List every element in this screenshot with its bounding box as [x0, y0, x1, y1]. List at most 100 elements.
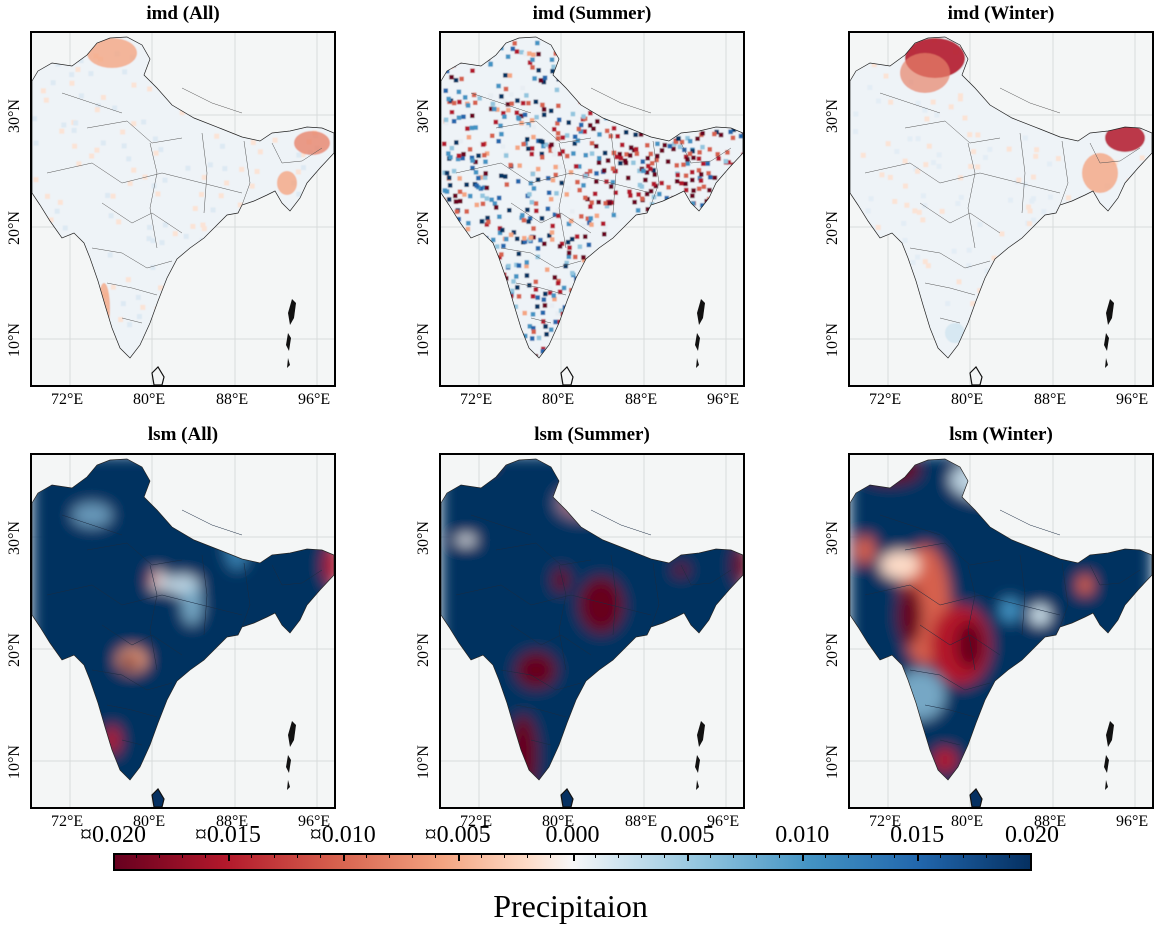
colorbar-minor-tick [526, 853, 528, 858]
map-panel-imd-winter [848, 31, 1154, 387]
lon-tick-label: 72°E [460, 391, 493, 408]
state-boundary [530, 739, 552, 746]
lat-tick-label: 10°N [415, 323, 432, 357]
lon-tick-label: 96°E [1116, 391, 1149, 408]
colorbar-minor-tick [963, 853, 965, 858]
colorbar-minor-tick [733, 853, 735, 858]
island [695, 333, 700, 351]
lon-tick-label: 96°E [298, 391, 331, 408]
state-boundary [510, 624, 592, 656]
state-boundary [939, 739, 961, 746]
state-boundary [610, 554, 617, 636]
state-boundary [1059, 562, 1069, 628]
state-boundary [999, 509, 1061, 536]
state-boundary [967, 142, 976, 249]
state-boundary [558, 142, 567, 249]
island [287, 780, 290, 790]
state-boundary [1019, 554, 1026, 636]
colorbar-minor-tick [848, 853, 850, 858]
colorbar-minor-tick [779, 853, 781, 858]
precip-field [441, 37, 743, 358]
lat-tick-label: 10°N [6, 745, 23, 779]
sri-lanka [560, 788, 574, 807]
state-boundary [271, 142, 323, 164]
colorbar-minor-tick [250, 853, 252, 858]
lat-tick-label: 20°N [415, 211, 432, 245]
state-boundary [101, 624, 183, 656]
precip-field [850, 37, 1152, 358]
colorbar-minor-tick [135, 853, 137, 858]
colorbar-tick-label: ¤0.005 [424, 822, 491, 848]
lon-tick-label: 88°E [1034, 813, 1067, 830]
colorbar-minor-tick [756, 853, 758, 858]
colorbar-tick-label: ¤0.020 [80, 822, 146, 848]
sri-lanka [151, 366, 165, 385]
lat-tick-label: 20°N [824, 633, 841, 667]
colorbar-minor-tick [871, 853, 873, 858]
lat-tick-label: 20°N [824, 211, 841, 245]
state-boundary [515, 704, 567, 718]
map-panel-imd-all [30, 31, 336, 387]
colorbar-minor-tick [940, 853, 942, 858]
island [696, 780, 699, 790]
state-boundary [121, 317, 143, 324]
state-boundary [181, 87, 243, 114]
state-boundary [455, 584, 652, 616]
colorbar-major-tick [572, 853, 575, 861]
map-svg [441, 33, 743, 385]
map-svg [850, 455, 1152, 807]
panel-title-imd-summer: imd (Summer) [532, 3, 652, 24]
colorbar-tick-label: 0.005 [660, 822, 715, 848]
state-boundary [61, 92, 123, 114]
state-boundary [909, 247, 991, 269]
state-boundary [610, 132, 617, 214]
map-panel-imd-summer [439, 31, 745, 387]
state-boundary [201, 132, 208, 214]
lon-tick-label: 80°E [951, 813, 984, 830]
lat-tick-label: 20°N [6, 633, 23, 667]
state-boundary [241, 562, 251, 628]
lon-tick-label: 72°E [460, 813, 493, 830]
state-boundary [879, 92, 941, 114]
lon-tick-label: 96°E [707, 813, 740, 830]
colorbar-major-tick [113, 853, 115, 861]
colorbar-major-tick [802, 853, 805, 861]
colorbar-minor-tick [641, 853, 643, 858]
map-svg [441, 455, 743, 807]
state-boundary [650, 562, 660, 628]
panel-title-lsm-summer: lsm (Summer) [534, 424, 650, 445]
map-svg [850, 33, 1152, 385]
lon-tick-label: 96°E [707, 391, 740, 408]
island [1104, 333, 1109, 351]
colorbar-minor-tick [894, 853, 896, 858]
colorbar-minor-tick [181, 853, 183, 858]
lon-tick-label: 80°E [542, 813, 575, 830]
state-boundary [909, 669, 991, 691]
panel-title-imd-winter: imd (Winter) [947, 3, 1055, 24]
state-boundary [558, 564, 567, 671]
colorbar-tick-label: ¤0.010 [309, 822, 376, 848]
colorbar-tick-label: 0.020 [1005, 822, 1059, 848]
state-boundary [106, 282, 158, 296]
map-svg [32, 455, 334, 807]
colorbar-major-tick [1030, 853, 1032, 861]
lat-tick-label: 10°N [824, 323, 841, 357]
state-boundary [149, 564, 158, 671]
state-boundary [864, 162, 1061, 194]
island [1104, 755, 1109, 773]
lat-tick-label: 20°N [415, 633, 432, 667]
colorbar-minor-tick [388, 853, 390, 858]
sri-lanka [969, 366, 983, 385]
sri-lanka [560, 366, 574, 385]
state-boundary [500, 247, 582, 269]
island [697, 299, 705, 325]
colorbar-minor-tick [296, 853, 298, 858]
island [1106, 721, 1114, 747]
state-boundary [46, 584, 243, 616]
state-boundary [530, 317, 552, 324]
lat-tick-label: 30°N [415, 521, 432, 555]
island [288, 721, 296, 747]
island [1105, 358, 1108, 368]
state-boundary [1059, 140, 1069, 206]
state-boundary [515, 282, 567, 296]
